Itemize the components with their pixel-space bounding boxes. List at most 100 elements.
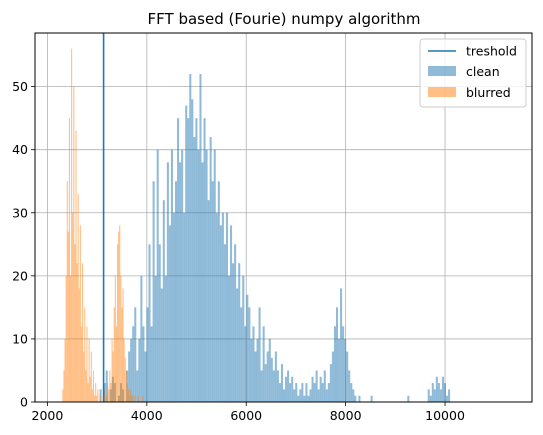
bar-clean (254, 351, 257, 402)
bar-blurred (89, 376, 91, 402)
bar-clean (313, 383, 316, 402)
bar-blurred (99, 395, 101, 402)
y-tick-label: 10 (12, 331, 28, 346)
legend: treshold clean blurred (419, 38, 527, 108)
bar-clean (323, 370, 326, 402)
bar-clean (234, 244, 237, 402)
bar-clean (278, 383, 281, 402)
bar-blurred (63, 370, 65, 402)
bar-clean (195, 118, 198, 403)
bar-clean (429, 395, 432, 402)
bar-clean (158, 244, 161, 402)
bar-blurred (77, 193, 79, 402)
bar-blurred (129, 395, 131, 402)
y-tick-label: 0 (20, 395, 28, 410)
bar-clean (439, 389, 442, 402)
bar-clean (260, 370, 263, 402)
bar-clean (166, 162, 169, 402)
bar-blurred (88, 338, 90, 402)
bar-clean (301, 383, 304, 402)
bar-clean (138, 338, 141, 402)
bar-clean (170, 149, 173, 402)
bar-blurred (131, 395, 133, 402)
bar-blurred (85, 370, 87, 402)
bar-clean (242, 275, 245, 402)
bar-blurred (130, 389, 132, 402)
bar-clean (299, 389, 302, 402)
bar-blurred (69, 275, 72, 402)
bar-clean (443, 383, 447, 402)
bar-blurred (103, 389, 105, 402)
bar-clean (246, 294, 249, 402)
bar-blurred (107, 383, 109, 402)
bar-clean (217, 181, 220, 402)
y-tick-label: 40 (12, 142, 28, 157)
bar-clean (203, 118, 206, 403)
bar-clean (333, 326, 336, 402)
bar-clean (309, 389, 312, 402)
bar-clean (427, 389, 430, 402)
bar-clean (272, 370, 275, 402)
bar-clean (189, 74, 192, 402)
legend-label-treshold: treshold (466, 44, 517, 59)
bar-blurred (126, 383, 128, 402)
legend-swatch-blurred (428, 87, 456, 97)
bar-clean (407, 395, 410, 402)
bar-clean (148, 244, 151, 402)
y-tick-label: 30 (12, 205, 28, 220)
bar-blurred (73, 86, 75, 403)
bar-clean (276, 370, 279, 402)
bar-clean (305, 383, 308, 402)
bar-clean (191, 99, 194, 402)
bar-clean (448, 389, 451, 402)
bar-clean (327, 383, 330, 402)
bar-clean (315, 370, 318, 402)
bar-clean (437, 383, 440, 402)
bar-clean (268, 338, 271, 402)
bar-clean (219, 225, 222, 402)
bar-clean (140, 275, 143, 402)
bar-blurred (76, 263, 78, 402)
plot-frame (34, 32, 533, 403)
bar-clean (207, 200, 210, 402)
bar-clean (293, 389, 296, 402)
bar-blurred (82, 263, 84, 402)
x-tick-label: 8000 (330, 408, 362, 423)
bar-clean (199, 74, 202, 402)
bar-blurred (137, 395, 139, 402)
y-tick-label: 50 (12, 79, 28, 94)
bar-clean (264, 364, 267, 402)
legend-swatch-clean (428, 66, 456, 76)
bar-blurred (108, 389, 110, 402)
bar-clean (344, 338, 347, 402)
bar-blurred (90, 351, 92, 402)
bar-clean (227, 275, 231, 402)
bar-clean (441, 376, 444, 402)
bar-clean (354, 395, 357, 402)
bar-blurred (92, 370, 95, 402)
bar-clean (248, 307, 251, 402)
x-tick-label: 6000 (230, 408, 262, 423)
bar-clean (146, 307, 149, 402)
bar-clean (435, 376, 438, 402)
bar-clean (431, 383, 434, 402)
bar-blurred (71, 48, 73, 403)
bar-clean (142, 326, 145, 402)
bar-clean (307, 395, 310, 402)
x-tick-label: 2000 (32, 408, 64, 423)
bar-clean (262, 326, 265, 402)
bar-clean (105, 370, 108, 402)
y-tick-label: 20 (12, 268, 28, 283)
bar-clean (270, 357, 273, 402)
bar-blurred (91, 389, 93, 402)
bar-clean (329, 364, 332, 402)
bar-clean (295, 383, 298, 402)
bar-clean (446, 395, 449, 402)
bar-clean (130, 338, 133, 402)
bar-blurred (64, 338, 66, 402)
legend-label-clean: clean (466, 64, 500, 79)
bar-blurred (118, 231, 120, 402)
bar-blurred (87, 383, 89, 402)
y-axis-ticks: 0 10 20 30 40 50 (12, 79, 35, 410)
